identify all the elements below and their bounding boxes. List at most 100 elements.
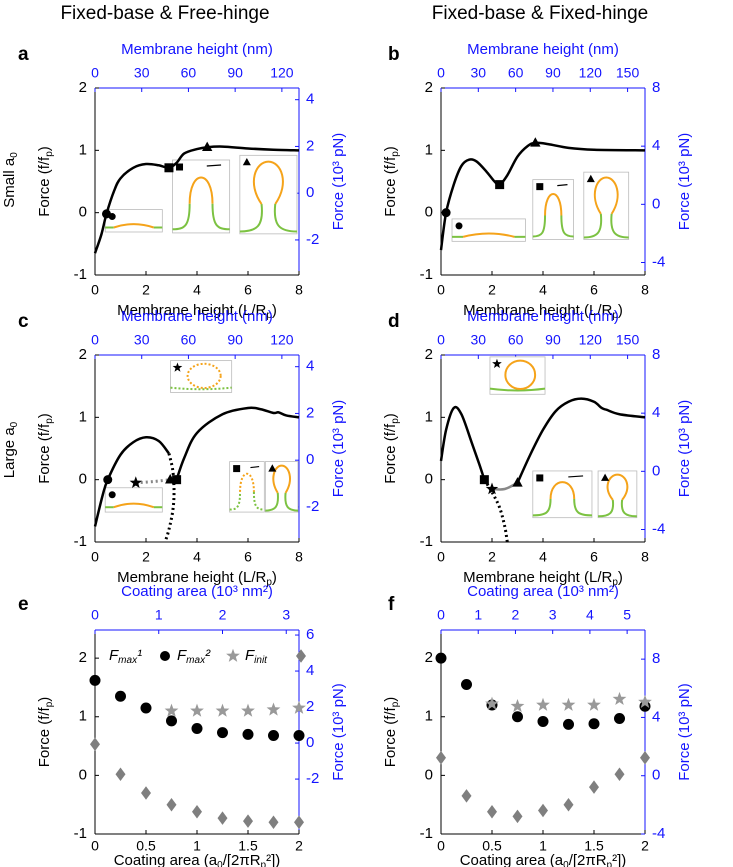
x-tick-label: 0.5 — [482, 838, 502, 854]
inset — [533, 482, 592, 515]
membrane — [240, 204, 262, 231]
x-tick-label: 6 — [244, 282, 252, 298]
x2-tick-label: 0 — [91, 607, 99, 623]
curve — [439, 405, 486, 481]
y-axis-label-part: ) — [382, 697, 399, 702]
point — [140, 702, 152, 714]
y-axis-label-part: p — [44, 151, 55, 157]
x-axis-label: Coating area (a0/[2πRp²]) — [460, 852, 627, 867]
point — [487, 804, 497, 819]
point — [510, 698, 525, 713]
inset — [265, 466, 298, 511]
y-tick-label: 0 — [425, 204, 433, 221]
x-tick-label: 2 — [488, 282, 496, 298]
y2-tick-label: -4 — [652, 825, 665, 842]
inset — [240, 162, 297, 232]
y-tick-label: 2 — [425, 649, 433, 666]
point — [241, 703, 255, 717]
x-tick-label: 2 — [488, 549, 496, 565]
x2-tick-label: 0 — [437, 65, 445, 81]
membrane — [561, 216, 573, 237]
inset-symbol — [268, 464, 277, 472]
point — [243, 814, 253, 828]
point — [537, 715, 549, 727]
x2-tick-label: 120 — [270, 65, 294, 81]
y2-axis-label: Force (10³ pN) — [330, 683, 347, 781]
y2-tick-label: 0 — [652, 462, 660, 479]
x2-tick-label: 0 — [91, 65, 99, 81]
y2-tick-label: 2 — [306, 137, 314, 154]
y-tick-label: -1 — [74, 825, 87, 842]
x2-tick-label: 90 — [545, 332, 561, 348]
row-label-part: 0 — [9, 152, 20, 158]
y2-tick-label: 2 — [306, 698, 314, 715]
x2-tick-label: 60 — [181, 65, 197, 81]
inset-symbol — [536, 183, 544, 191]
coat — [273, 466, 290, 493]
coat — [551, 482, 575, 499]
y-tick-label: -1 — [420, 825, 433, 842]
coat — [545, 194, 561, 216]
x-axis-label-part: ) — [618, 569, 623, 586]
x2-axis-label: Membrane height (nm) — [467, 308, 619, 325]
row-label: Large a0 — [1, 421, 20, 478]
x2-tick-label: 30 — [471, 65, 487, 81]
x-axis-label-part: /[2πR — [569, 852, 607, 867]
legend-label-part: max — [186, 655, 206, 666]
legend-marker — [226, 648, 240, 662]
x-axis-label-part: Membrane height (L/R — [463, 569, 612, 586]
point — [640, 751, 650, 765]
inset-hinge — [206, 164, 222, 167]
y-axis-label: Force (f/fp) — [382, 697, 401, 768]
y2-tick-label: 4 — [652, 708, 660, 725]
marker — [129, 476, 143, 489]
inset-symbol — [242, 157, 251, 166]
legend-label-part: F — [245, 647, 255, 664]
point — [512, 809, 523, 824]
inset-symbol — [233, 465, 241, 473]
y-axis-label-part: p — [44, 418, 55, 424]
point — [215, 703, 230, 717]
inset-frame — [451, 218, 526, 242]
y2-tick-label: 8 — [652, 650, 660, 667]
legend-label-part: F — [177, 647, 187, 664]
coat — [254, 162, 283, 204]
inset-frame — [532, 470, 593, 519]
x2-tick-label: 90 — [227, 65, 243, 81]
membrane — [275, 204, 297, 231]
x-axis-label-part: Coating area (a — [460, 852, 564, 867]
column-title: Fixed-base & Free-hinge — [60, 3, 269, 24]
x-axis-label-part: Membrane height (L/R — [117, 569, 266, 586]
x-axis-label-part: ) — [272, 302, 277, 319]
curve — [93, 436, 170, 527]
x2-tick-label: 60 — [181, 332, 197, 348]
legend-label-part: init — [254, 655, 268, 666]
y2-tick-label: 4 — [652, 137, 660, 154]
point — [292, 700, 306, 714]
point — [294, 815, 304, 830]
membrane — [173, 204, 190, 230]
point — [589, 780, 599, 794]
y-axis-label-part: p — [390, 151, 401, 157]
x2-tick-label: 1 — [155, 607, 163, 623]
y-axis-label-part: ) — [382, 146, 399, 151]
coat — [190, 177, 213, 203]
y-axis-label-part: ) — [382, 413, 399, 418]
x-axis-label-part: 0 — [217, 860, 223, 867]
marker — [479, 475, 489, 485]
x-tick-label: 6 — [244, 549, 252, 565]
x2-axis-label: Membrane height (nm) — [121, 41, 273, 58]
y2-axis-label: Force (10³ pN) — [676, 133, 693, 231]
inset — [170, 364, 231, 389]
y-tick-label: 0 — [79, 204, 87, 221]
x-tick-label: 8 — [641, 549, 649, 565]
point — [587, 697, 601, 711]
x-axis-label: Membrane height (L/Rp) — [463, 569, 623, 588]
x-tick-label: 8 — [295, 549, 303, 565]
inset-symbol — [492, 358, 502, 368]
x-axis-label-part: p — [612, 310, 618, 321]
row-label-part: 0 — [9, 421, 20, 427]
membrane — [611, 214, 628, 238]
x-tick-label: 0 — [91, 282, 99, 298]
membrane — [285, 493, 298, 511]
